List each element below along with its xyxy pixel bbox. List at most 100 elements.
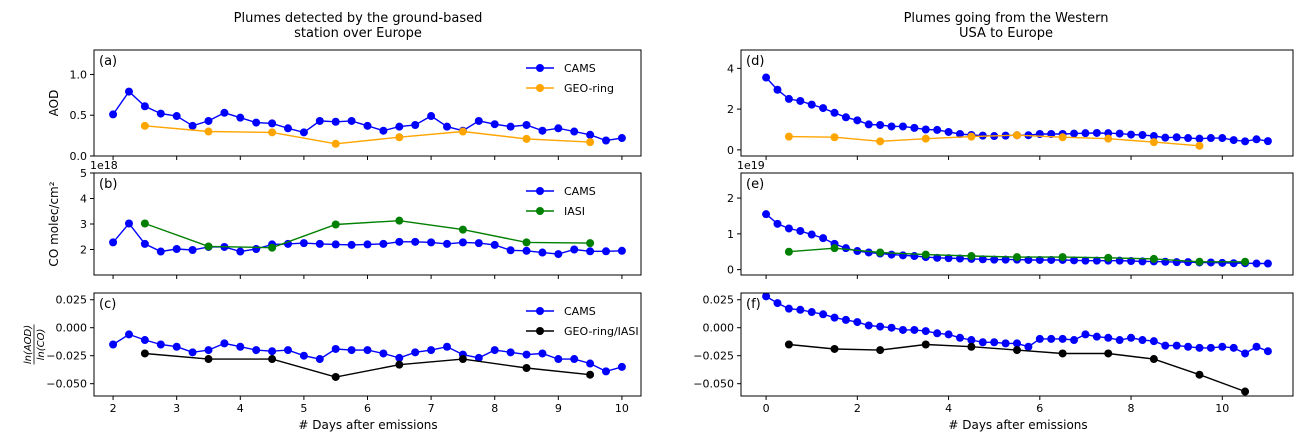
panel-d-cams-point [1149,132,1158,141]
panel-c-geo-ring-iasi-point [395,360,404,369]
panel-b: 2 3 4 5 (b) 1e18 CO molec/cm² CAMS IASI [47,159,642,279]
panel-c-cams-point [347,346,356,355]
panel-f-cams-point [967,336,976,345]
panel-c-cams-point [411,348,420,357]
panel-f-cams-point [762,293,771,301]
panel-b-cams-point [538,248,547,257]
panel-f-cams-point [978,338,987,347]
panel-d-cams-point [807,100,816,109]
panel-f-cams-point [841,315,850,324]
panel-b-iasi-point [395,216,404,225]
panel-e-cams-point [1070,256,1079,265]
panel-a-cams-point [252,118,261,127]
panel-f-cams-point [876,322,885,331]
panel-c-cams-point [538,349,547,358]
panel-c-cams-point [299,351,308,360]
panel-a-cams-point [443,122,452,131]
panel-e-frame [740,172,1294,276]
panel-a-cams-point [299,128,308,137]
panel-b-label: (b) [99,177,117,192]
panel-b-exponent: 1e18 [90,159,118,172]
panel-d-cams-point [1115,129,1124,138]
panel-f-cams-point [853,318,862,327]
panel-e-y-tick-label: 2 [727,192,734,205]
panel-f: 0 2 4 6 8 10 0.025 0.000 −0.025 −0.050 (f) [693,292,1294,415]
panel-e-y-tick-label: 1 [727,228,734,241]
panel-b-legend-entry-cams: CAMS [526,185,596,198]
panel-b-cams-point [617,246,626,255]
panel-e-iasi-point [876,248,885,257]
panel-c-cams-point [220,339,229,348]
panel-a-cams-point [411,121,420,130]
panel-c-x-tick-label: 8 [491,402,498,415]
panel-d-y-tick-label: 0 [727,144,734,157]
panel-d-y-tick-label: 4 [727,62,734,75]
panel-f-cams-point [921,327,930,336]
panel-a-geo-ring-point [204,127,213,136]
panel-a-cams-point [617,134,626,143]
panel-d-cams-point [1229,136,1238,145]
panel-d-plot-area [762,73,1272,150]
panel-d-geo-ring-point [1058,133,1067,142]
panel-f-cams-point [1206,343,1215,352]
panel-e-cams-point [910,252,919,261]
panel-c-x-tick-label: 7 [428,402,435,415]
panel-b-y-tick-label: 2 [80,244,87,257]
panel-f-geo-ring-iasi-point [1195,370,1204,379]
panel-f-geo-ring-iasi-point [967,342,976,351]
panel-e-exponent: 1e19 [737,159,765,172]
panel-f-cams-point [1058,334,1067,343]
panel-b-y-tick-label: 5 [80,167,87,180]
panel-d-cams-point [1070,129,1079,138]
panel-e-cams-point [807,230,816,239]
panel-a-cams-point [220,108,229,117]
panel-f-cams-point [1081,330,1090,339]
panel-a: 0.0 0.5 1.0 (a) AOD CAMS GEO-ring [47,49,642,163]
panel-a-legend-label: GEO-ring [564,82,614,95]
panel-d-cams-point [819,104,828,113]
panel-c-y-tick-label: −0.050 [46,378,87,391]
panel-a-cams-point [268,119,277,128]
panel-b-legend-swatch-marker [536,207,544,215]
panel-c-y-axis-label-denominator: ln(CO) [36,329,47,361]
panel-e-cams-point [1218,258,1227,267]
panel-f-label: (f) [746,297,761,312]
panel-c-cams-point [156,340,165,349]
panel-c-cams-point [602,367,611,376]
panel-c-cams-point [140,336,149,345]
panel-d-geo-ring-point [1149,138,1158,147]
panel-b-legend-swatch-marker [536,187,544,195]
panel-c-y-tick-label: 0.025 [56,294,88,307]
panel-d-cams-point [773,85,782,94]
panel-a-cams-point [522,121,531,130]
panel-f-x-tick-label: 10 [1215,402,1229,415]
panel-b-iasi-point [586,239,595,248]
panel-d-cams-point [1241,137,1250,146]
panel-a-cams-point [283,124,292,133]
panel-e-plot-area [762,210,1272,268]
panel-e-cams-point [819,234,828,243]
panel-a-geo-ring-line [144,125,591,145]
panel-f-cams-point [1252,342,1261,351]
panel-c-geo-ring-iasi-point [331,372,340,381]
left-x-axis-label: # Days after emissions [298,418,437,432]
panel-f-cams-point [1013,339,1021,348]
panel-a-cams-point [156,109,165,118]
panel-e-cams-point [841,244,850,253]
panel-c-cams-point [204,346,213,355]
panel-e-cams-point [944,254,953,263]
panel-b-cams-point [490,240,499,249]
panel-e-iasi-point [830,244,839,253]
panel-b-cams-point [172,244,181,253]
panel-d-cams-point [910,123,919,132]
panel-f-x-tick-label: 4 [945,402,952,415]
panel-a-y-tick-label: 0.0 [70,150,88,163]
panel-e-cams-point [933,253,942,262]
panel-f-plot-area [762,293,1272,396]
panel-a-plot-area [109,87,626,148]
panel-a-legend-entry-cams: CAMS [526,62,596,75]
panel-a-cams-point [204,116,213,125]
panel-e-cams-point [1252,259,1261,268]
panel-b-cams-point [236,247,245,256]
panel-d-cams-point [1206,134,1215,143]
